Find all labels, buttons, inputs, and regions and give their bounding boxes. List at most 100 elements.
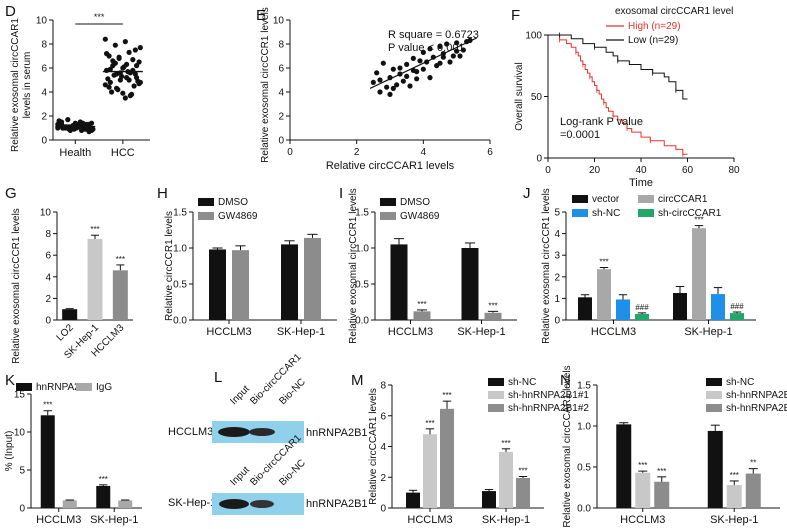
bar: [726, 485, 742, 508]
legend-label: sh-circCCAR1: [658, 208, 722, 219]
significance-label: ***: [417, 300, 426, 309]
legend-label: circCCAR1: [658, 194, 708, 205]
bar: [616, 424, 632, 508]
legend-label: sh-hnRNPA2B1#2: [726, 403, 787, 414]
y-tick-label: 0.5: [577, 463, 591, 474]
blot-lane-label: Bio-circCCAR1: [248, 351, 304, 407]
bar: [87, 239, 103, 320]
panel-letter-n: N: [560, 372, 571, 389]
legend-label: sh-hnRNPA2B1#1: [726, 390, 787, 401]
y-axis-label: Relative circCCAR1 levels: [368, 388, 379, 505]
x-tick-label: HCCLM3: [591, 326, 636, 338]
legend-swatch: [638, 209, 654, 217]
bar: [482, 491, 496, 508]
data-point: [460, 47, 466, 53]
x-axis-label: Relative circCCAR1 levels: [326, 160, 455, 172]
y-tick-label: 0.0: [355, 316, 369, 327]
y-tick-label: 1.5: [577, 381, 591, 392]
significance-label: ***: [488, 301, 497, 310]
y-axis-label: Relative exosomal circCCR1 levels: [541, 188, 552, 344]
legend-swatch: [706, 378, 722, 386]
legend-swatch: [572, 195, 588, 203]
y-tick-label: 0.5: [355, 280, 369, 291]
x-tick-label: 80: [728, 165, 740, 176]
y-tick-label: 4: [278, 88, 284, 99]
data-point: [390, 66, 396, 72]
data-point: [131, 83, 137, 89]
y-tick-label: 1.5: [173, 208, 187, 219]
blot-lane-labels-top: Input Bio-circCCAR1 Bio-NC: [228, 351, 308, 407]
x-tick-label: SK-Hep-1: [710, 514, 758, 526]
y-tick-label: 8: [380, 381, 386, 392]
data-point: [106, 84, 112, 90]
y-tick-label: 2: [380, 473, 386, 484]
y-tick-label: 0: [45, 316, 51, 327]
legend-label: DMSO: [400, 197, 430, 208]
panel-letter-e: E: [256, 7, 266, 24]
x-tick-label: SK-Hep-1: [90, 514, 138, 526]
legend-swatch: [638, 195, 654, 203]
x-tick-label: 0: [287, 147, 293, 158]
data-point: [103, 51, 110, 57]
y-tick-label: 0: [19, 504, 25, 515]
data-point: [107, 79, 113, 85]
legend-swatch: [488, 378, 504, 386]
blot-lane-label: Input: [228, 383, 252, 407]
y-tick-label: 5: [19, 466, 25, 477]
blot-protein-label: hnRNPA2B1: [306, 498, 368, 510]
data-point: [108, 89, 115, 95]
x-tick-label: HCCLM3: [388, 326, 433, 338]
legend-swatch: [706, 391, 722, 399]
data-point: [65, 117, 71, 123]
legend-swatch: [380, 212, 396, 220]
data-point: [122, 39, 128, 45]
x-tick-label: HCCLM3: [36, 514, 81, 526]
bar: [499, 451, 513, 508]
y-tick-label: 6: [45, 251, 51, 262]
data-point: [394, 82, 400, 88]
annotation: R square = 0.6723: [388, 29, 479, 41]
bar: [232, 250, 249, 320]
x-tick-label: HCC: [111, 147, 135, 159]
legend-swatch: [488, 404, 504, 412]
data-point: [447, 59, 453, 65]
legend-swatch: [380, 198, 396, 206]
data-point: [387, 91, 393, 97]
legend-label: sh-hnRNPA2B1#1: [508, 390, 589, 401]
bar: [406, 492, 420, 508]
data-point: [102, 36, 108, 42]
significance-label: ***: [90, 225, 99, 234]
y-tick-label: 0.5: [173, 280, 187, 291]
legend-swatch: [16, 383, 32, 391]
significance-label: ***: [425, 419, 434, 428]
y-axis-label: Relative exosomal circCCR1 levels: [260, 7, 271, 163]
x-tick-label: HCCLM3: [407, 514, 452, 526]
annotation: =0.0001: [560, 129, 600, 141]
data-point: [126, 49, 132, 56]
significance-label: ***: [518, 466, 527, 475]
data-point: [454, 48, 460, 54]
data-point: [444, 41, 450, 47]
legend-label: vector: [592, 194, 620, 205]
significance-label: ***: [730, 471, 739, 480]
data-point: [86, 121, 92, 127]
bar: [578, 297, 592, 320]
panel-letter-k: K: [5, 372, 15, 389]
panel-letter-d: D: [5, 3, 16, 20]
data-point: [137, 45, 143, 51]
data-point: [123, 75, 130, 81]
data-point: [397, 65, 403, 71]
significance-label: ***: [657, 467, 666, 476]
significance-label: ###: [635, 303, 649, 312]
bar: [730, 313, 744, 320]
y-tick-label: 2: [45, 294, 51, 305]
data-point: [404, 61, 410, 67]
x-tick-label: Health: [59, 147, 91, 159]
data-point: [107, 66, 113, 72]
y-tick-label: 50: [531, 92, 543, 103]
x-tick-label: HCCLM3: [206, 326, 251, 338]
data-point: [457, 53, 463, 59]
x-tick-label: 20: [589, 165, 601, 176]
